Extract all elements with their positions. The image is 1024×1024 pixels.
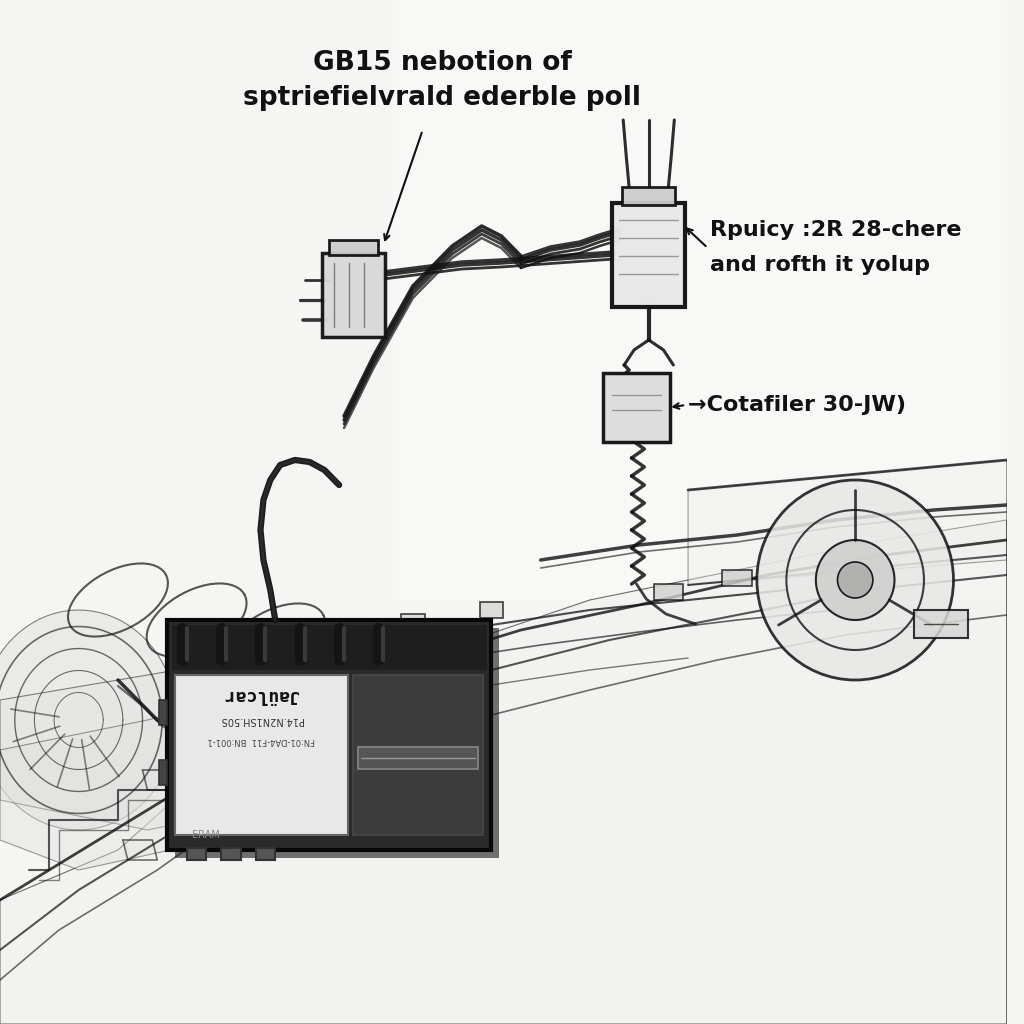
FancyBboxPatch shape (602, 373, 671, 442)
Polygon shape (0, 695, 295, 870)
Text: GB15 nebotion of: GB15 nebotion of (313, 50, 571, 76)
Bar (186, 848, 207, 860)
Bar (172, 625, 486, 670)
Bar (401, 614, 425, 630)
Bar (160, 760, 167, 785)
Text: →Cotafiler 30-JW): →Cotafiler 30-JW) (688, 395, 906, 415)
Bar (357, 746, 478, 768)
Bar (160, 700, 167, 725)
Text: and rofth it yolup: and rofth it yolup (710, 255, 930, 275)
Text: Rpuicy :2R 28-chere: Rpuicy :2R 28-chere (710, 220, 962, 240)
Bar (479, 602, 503, 618)
FancyBboxPatch shape (175, 628, 500, 858)
Text: sptriefielvrald ederble poll: sptriefielvrald ederble poll (244, 85, 641, 111)
Bar (914, 610, 969, 638)
Circle shape (757, 480, 953, 680)
Bar (221, 848, 241, 860)
Circle shape (816, 540, 895, 620)
Bar (653, 584, 683, 600)
Bar (623, 187, 675, 205)
Polygon shape (688, 460, 1007, 585)
Text: FN:01-DA4-F11  BN:001-1: FN:01-DA4-F11 BN:001-1 (208, 735, 315, 744)
Circle shape (838, 562, 872, 598)
Bar (175, 675, 348, 835)
FancyBboxPatch shape (167, 620, 492, 850)
Bar (353, 675, 482, 835)
Text: Jaülcar: Jaülcar (223, 686, 300, 705)
FancyBboxPatch shape (323, 253, 385, 337)
Polygon shape (0, 610, 177, 830)
Polygon shape (393, 0, 1007, 600)
Text: P14.N2N1SH.50S: P14.N2N1SH.50S (220, 715, 303, 725)
Polygon shape (0, 640, 374, 830)
Bar (323, 632, 346, 648)
Bar (723, 570, 752, 586)
Text: ERAM: ERAM (191, 830, 219, 840)
Polygon shape (0, 520, 1007, 1024)
FancyBboxPatch shape (612, 203, 685, 307)
Bar (256, 848, 275, 860)
Bar (330, 240, 379, 255)
